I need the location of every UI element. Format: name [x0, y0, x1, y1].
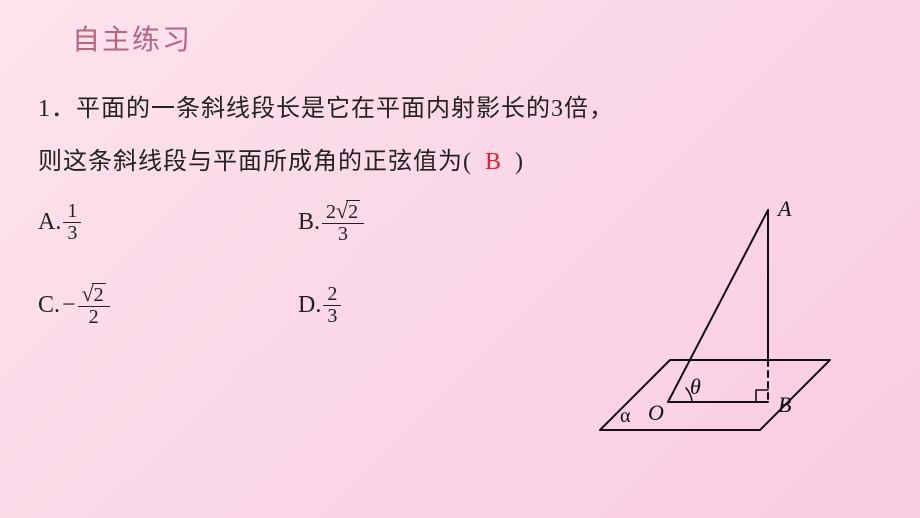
answer-letter: B	[479, 149, 508, 175]
option-b-value: 2√2 3	[322, 200, 364, 245]
question-text-2: 则这条斜线段与平面所成角的正弦值为(	[38, 149, 472, 175]
option-row-2: C. − √2 2 D. 2 3	[38, 283, 598, 328]
question-number: 1．	[38, 96, 76, 122]
svg-text:α: α	[620, 405, 631, 427]
svg-text:θ: θ	[690, 374, 701, 399]
options-block: A. 1 3 B. 2√2 3 C. − √2 2	[38, 200, 598, 366]
option-c-den: 2	[85, 307, 103, 328]
option-a-num: 1	[63, 201, 81, 223]
option-d-letter: D.	[298, 292, 321, 319]
option-c-value: √2 2	[78, 283, 110, 328]
section-header: 自主练习	[72, 18, 192, 58]
option-c-rad: 2	[92, 283, 106, 306]
option-a-value: 1 3	[63, 201, 81, 244]
option-d-value: 2 3	[323, 284, 341, 327]
option-b-den: 3	[334, 224, 352, 245]
question-line-2: 则这条斜线段与平面所成角的正弦值为( B )	[38, 141, 524, 176]
svg-text:A: A	[776, 196, 792, 221]
sqrt-icon: √2	[336, 200, 360, 223]
option-a-letter: A.	[38, 209, 61, 236]
option-c-letter: C.	[38, 292, 60, 319]
option-c-neg: −	[62, 292, 76, 319]
option-b: B. 2√2 3	[298, 200, 558, 245]
svg-text:O: O	[648, 400, 664, 425]
geometry-diagram: A B Oθ α	[590, 190, 860, 460]
option-a-den: 3	[63, 223, 81, 244]
option-a: A. 1 3	[38, 200, 298, 245]
sqrt-icon: √2	[82, 283, 106, 306]
option-c-num: √2	[78, 283, 110, 307]
option-c: C. − √2 2	[38, 283, 298, 328]
question-line-1: 1．平面的一条斜线段长是它在平面内射影长的3倍，	[38, 88, 614, 123]
option-d: D. 2 3	[298, 283, 558, 328]
option-b-coef: 2	[326, 201, 336, 223]
svg-text:B: B	[778, 392, 791, 417]
question-text-2-suffix: )	[515, 149, 524, 175]
option-b-letter: B.	[298, 209, 320, 236]
option-b-num: 2√2	[322, 200, 364, 224]
option-d-num: 2	[323, 284, 341, 306]
option-b-rad: 2	[346, 200, 360, 223]
question-text-1: 平面的一条斜线段长是它在平面内射影长的3倍，	[76, 96, 614, 122]
option-d-den: 3	[323, 306, 341, 327]
option-row-1: A. 1 3 B. 2√2 3	[38, 200, 598, 245]
